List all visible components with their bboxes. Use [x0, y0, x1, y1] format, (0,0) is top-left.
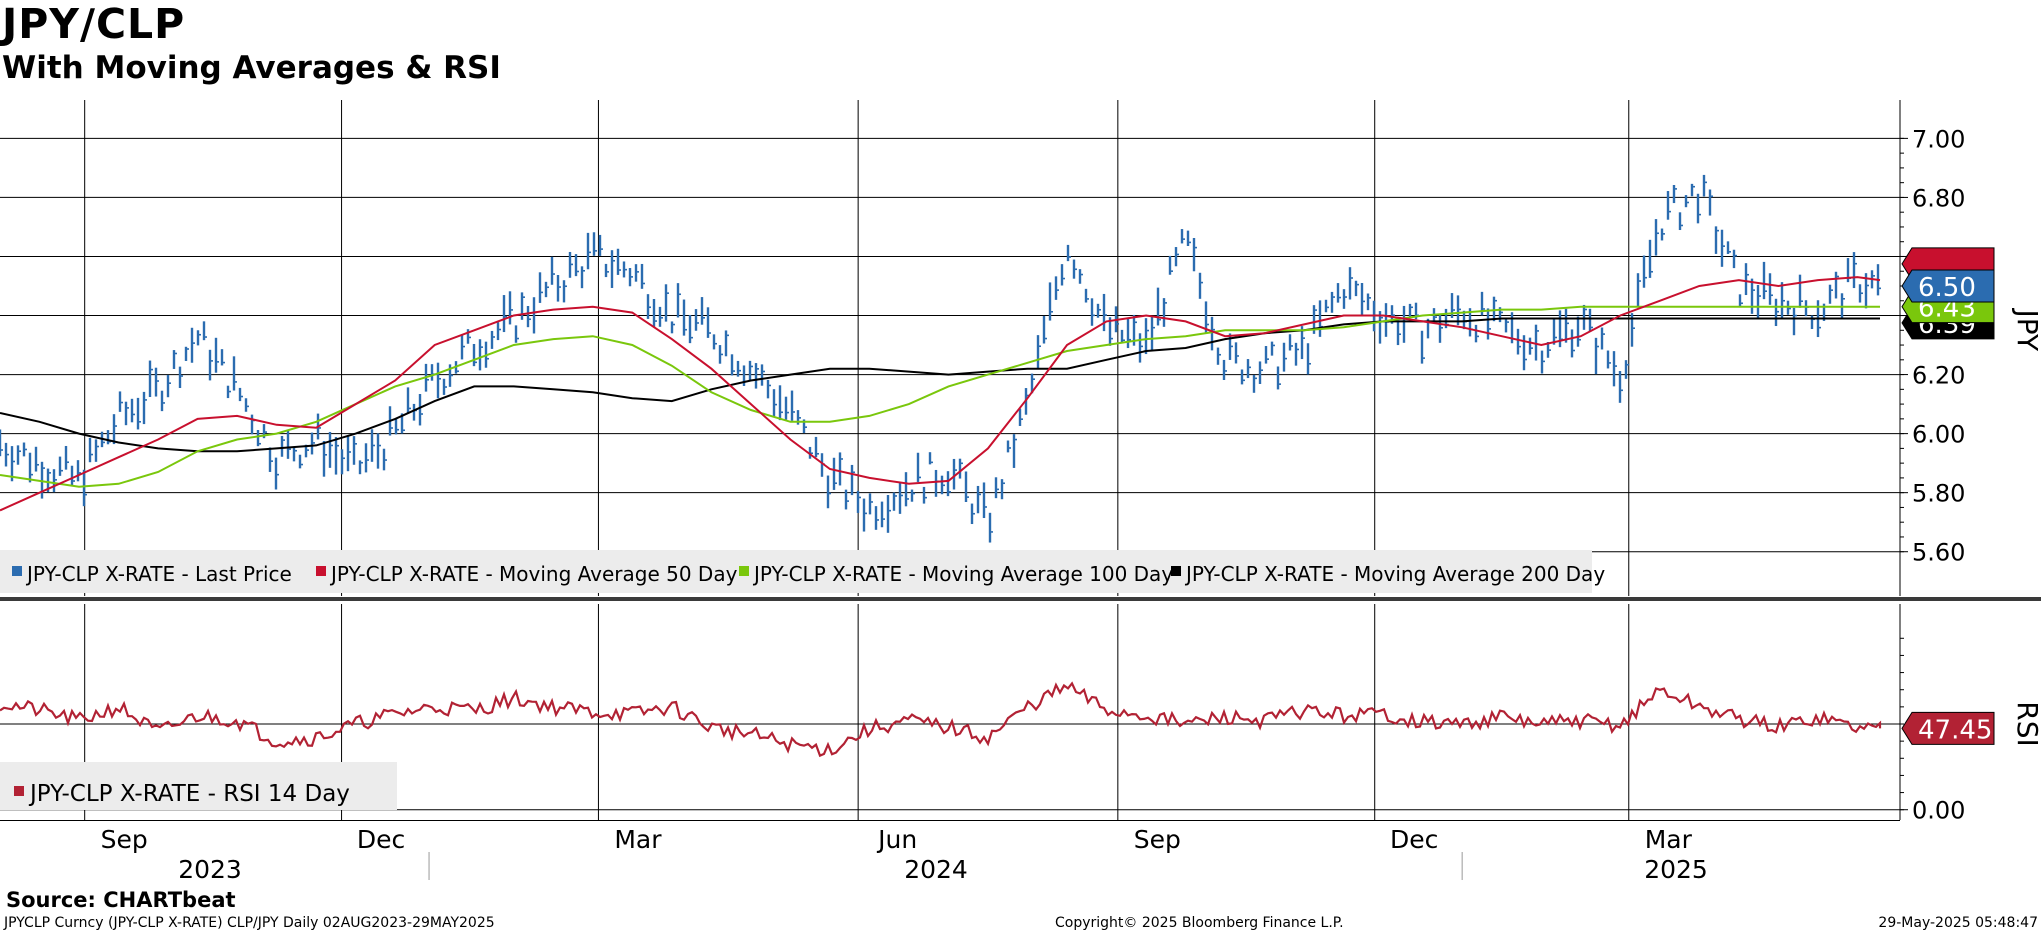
x-month-label: Mar — [1645, 825, 1693, 854]
chart-title: JPY/CLP — [2, 0, 186, 48]
price-last-value-tag-bg — [1901, 269, 1995, 303]
main-y-tick-label: 5.60 — [1912, 539, 1965, 567]
rsi-bottom-axis — [0, 820, 1900, 821]
rsi-last-value-tag: 47.45 — [1918, 715, 1992, 745]
legend-entry: JPY-CLP X-RATE - Moving Average 50 Day — [329, 562, 738, 586]
main-y-tick-label: 5.80 — [1912, 480, 1965, 508]
main-y-tick-label: 6.80 — [1912, 184, 1965, 212]
main-legend: JPY-CLP X-RATE - Last Price JPY-CLP X-RAT… — [0, 550, 1605, 593]
x-month-label: Dec — [1390, 825, 1438, 854]
ma50-line — [0, 276, 1881, 512]
x-month-label: Sep — [101, 825, 148, 854]
rsi-legend-bg — [0, 762, 397, 810]
main-plot-area — [0, 100, 1900, 596]
x-year-label: 2025 — [1644, 855, 1708, 884]
legend-entry: JPY-CLP X-RATE - Last Price — [25, 562, 292, 586]
main-y-axis-label: JPY — [2011, 307, 2041, 352]
panel-separator — [0, 597, 2041, 601]
x-month-label: Mar — [614, 825, 662, 854]
main-y-tick-label: 6.00 — [1912, 421, 1965, 449]
copyright-notice: Copyright© 2025 Bloomberg Finance L.P. — [1055, 915, 1344, 931]
price-last-value-tag: 6.50 — [1918, 273, 1976, 303]
legend-swatch — [739, 566, 749, 576]
legend-swatch — [1171, 566, 1181, 576]
rsi-line — [0, 681, 1882, 758]
rsi-last-value-tag-bg — [1901, 711, 1995, 745]
x-month-label: Sep — [1134, 825, 1181, 854]
ma100-line — [0, 305, 1880, 488]
rsi-y-tick-label: 0.00 — [1912, 797, 1965, 825]
main-legend-bg — [0, 550, 1592, 593]
ma200-line — [0, 317, 1880, 453]
legend-entry: JPY-CLP X-RATE - Moving Average 100 Day — [752, 562, 1173, 586]
main-y-tick-label: 6.20 — [1912, 362, 1965, 390]
x-month-label: Jun — [876, 825, 917, 854]
legend-entry: JPY-CLP X-RATE - RSI 14 Day — [28, 781, 350, 807]
x-year-label: 2024 — [904, 855, 968, 884]
x-year-label: 2023 — [178, 855, 242, 884]
x-month-label: Dec — [357, 825, 405, 854]
legend-swatch — [12, 566, 22, 576]
chart-subtitle: With Moving Averages & RSI — [2, 50, 501, 86]
rsi-y-axis-label: RSI — [2011, 701, 2041, 747]
legend-entry: JPY-CLP X-RATE - Moving Average 200 Day — [1184, 562, 1605, 586]
rsi-legend: JPY-CLP X-RATE - RSI 14 Day — [0, 762, 397, 810]
legend-swatch — [14, 786, 24, 796]
timestamp: 29-May-2025 05:48:47 — [1878, 915, 2038, 931]
legend-swatch — [316, 566, 326, 576]
main-y-tick-label: 7.00 — [1912, 125, 1965, 153]
source-label: Source: CHARTbeat — [6, 888, 236, 912]
security-description: JPYCLP Curncy (JPY-CLP X-RATE) CLP/JPY D… — [4, 915, 495, 931]
